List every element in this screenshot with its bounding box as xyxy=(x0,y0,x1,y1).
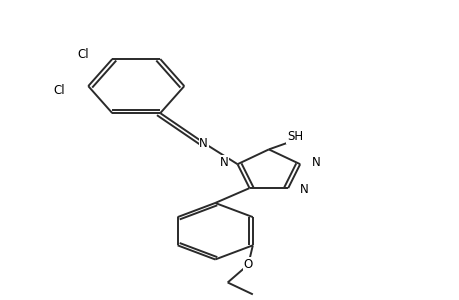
Text: N: N xyxy=(219,156,228,169)
Text: N: N xyxy=(199,137,207,150)
Text: Cl: Cl xyxy=(78,48,89,61)
Text: Cl: Cl xyxy=(54,84,65,97)
Text: O: O xyxy=(243,258,252,271)
Text: N: N xyxy=(299,183,308,196)
Text: N: N xyxy=(311,156,319,169)
Text: SH: SH xyxy=(286,130,302,143)
